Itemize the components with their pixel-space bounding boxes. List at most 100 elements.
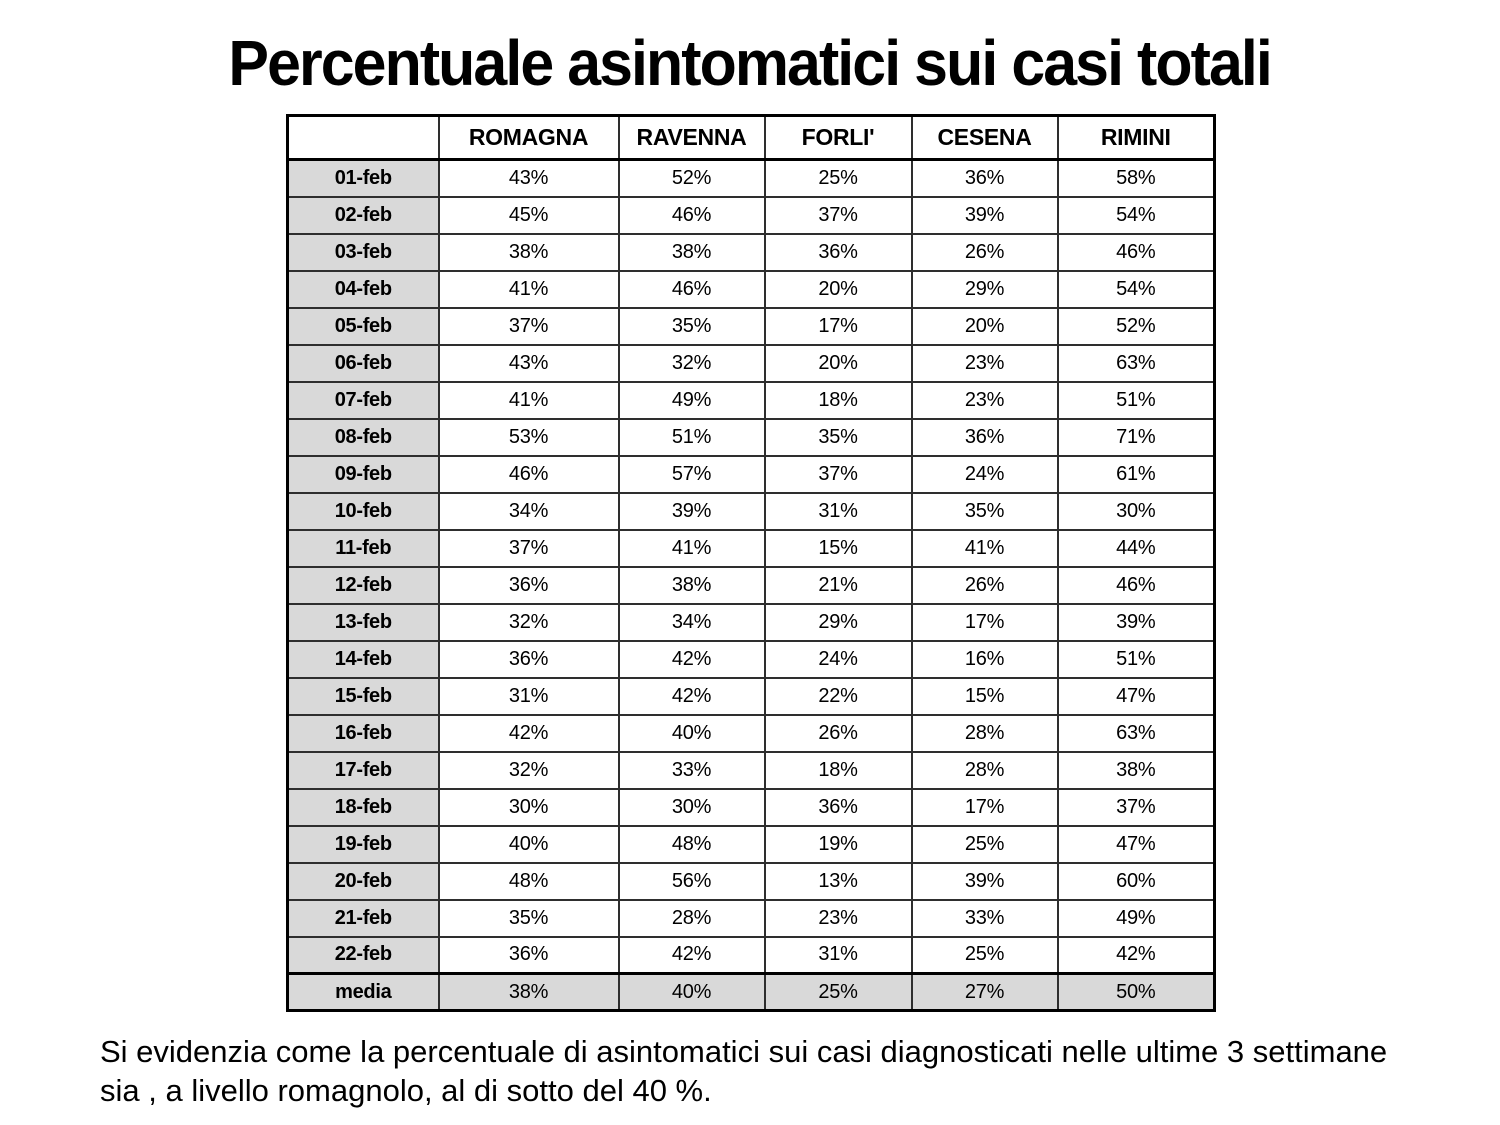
table-row: 14-feb 36% 42% 24% 16% 51% [286, 639, 1216, 679]
table-row: 21-feb 35% 28% 23% 33% 49% [286, 898, 1216, 938]
table-row: 03-feb 38% 38% 36% 26% 46% [286, 232, 1216, 272]
value-cell: 41% [437, 269, 620, 309]
value-cell: 39% [1056, 602, 1216, 642]
value-cell: 36% [910, 158, 1059, 198]
value-cell: 57% [617, 454, 766, 494]
table-header: ROMAGNA RAVENNA FORLI' CESENA RIMINI [286, 114, 1216, 161]
value-cell: 28% [617, 898, 766, 938]
value-cell: 51% [617, 417, 766, 457]
value-cell: 25% [763, 158, 913, 198]
row-label-cell: 03-feb [286, 232, 440, 272]
value-cell: 37% [763, 454, 913, 494]
value-cell: 17% [763, 306, 913, 346]
value-cell: 23% [763, 898, 913, 938]
value-cell: 46% [1056, 232, 1216, 272]
value-cell: 13% [763, 861, 913, 901]
table-row: 02-feb 45% 46% 37% 39% 54% [286, 195, 1216, 235]
table-row: 05-feb 37% 35% 17% 20% 52% [286, 306, 1216, 346]
row-label-cell: 20-feb [286, 861, 440, 901]
column-header: RIMINI [1056, 114, 1216, 161]
value-cell: 33% [617, 750, 766, 790]
value-cell: 28% [910, 713, 1059, 753]
table-row: 22-feb 36% 42% 31% 25% 42% [286, 935, 1216, 975]
value-cell: 43% [437, 158, 620, 198]
table-row: 12-feb 36% 38% 21% 26% 46% [286, 565, 1216, 605]
row-label-cell: 19-feb [286, 824, 440, 864]
row-label-cell: 07-feb [286, 380, 440, 420]
row-label-cell: 06-feb [286, 343, 440, 383]
row-label-cell: 22-feb [286, 935, 440, 975]
value-cell: 23% [910, 343, 1059, 383]
value-cell: 36% [437, 639, 620, 679]
value-cell: 38% [437, 232, 620, 272]
value-cell: 36% [763, 787, 913, 827]
value-cell: 24% [910, 454, 1059, 494]
value-cell: 34% [437, 491, 620, 531]
row-label-cell: 21-feb [286, 898, 440, 938]
value-cell: 26% [910, 232, 1059, 272]
value-cell: 32% [437, 602, 620, 642]
table-row: 19-feb 40% 48% 19% 25% 47% [286, 824, 1216, 864]
value-cell: 34% [617, 602, 766, 642]
table-row: 17-feb 32% 33% 18% 28% 38% [286, 750, 1216, 790]
value-cell: 45% [437, 195, 620, 235]
value-cell: 26% [763, 713, 913, 753]
value-cell: 41% [910, 528, 1059, 568]
value-cell: 46% [617, 269, 766, 309]
value-cell: 52% [617, 158, 766, 198]
value-cell: 46% [437, 454, 620, 494]
value-cell: 40% [617, 713, 766, 753]
value-cell: 46% [1056, 565, 1216, 605]
value-cell: 39% [617, 491, 766, 531]
value-cell: 51% [1056, 639, 1216, 679]
value-cell: 21% [763, 565, 913, 605]
value-cell: 54% [1056, 195, 1216, 235]
value-cell: 20% [763, 343, 913, 383]
value-cell: 53% [437, 417, 620, 457]
value-cell: 40% [617, 972, 766, 1012]
row-label-cell: 10-feb [286, 491, 440, 531]
table-header-row: ROMAGNA RAVENNA FORLI' CESENA RIMINI [286, 114, 1216, 161]
value-cell: 16% [910, 639, 1059, 679]
row-label-cell: 09-feb [286, 454, 440, 494]
value-cell: 32% [617, 343, 766, 383]
row-label-cell: 01-feb [286, 158, 440, 198]
value-cell: 41% [617, 528, 766, 568]
value-cell: 49% [617, 380, 766, 420]
value-cell: 17% [910, 602, 1059, 642]
value-cell: 19% [763, 824, 913, 864]
value-cell: 63% [1056, 343, 1216, 383]
value-cell: 18% [763, 750, 913, 790]
value-cell: 25% [910, 935, 1059, 975]
value-cell: 35% [910, 491, 1059, 531]
value-cell: 31% [763, 491, 913, 531]
column-header: CESENA [910, 114, 1059, 161]
row-label-cell: 16-feb [286, 713, 440, 753]
asymptomatic-percentage-table: ROMAGNA RAVENNA FORLI' CESENA RIMINI 01-feb 4… [286, 114, 1216, 1012]
value-cell: 38% [617, 232, 766, 272]
table-row: 09-feb 46% 57% 37% 24% 61% [286, 454, 1216, 494]
value-cell: 33% [910, 898, 1059, 938]
value-cell: 35% [763, 417, 913, 457]
table-body: 01-feb 43% 52% 25% 36% 58% 02-feb 45% 46% 37% 39% 5… [286, 158, 1216, 1012]
row-label-cell: 17-feb [286, 750, 440, 790]
table-row: 10-feb 34% 39% 31% 35% 30% [286, 491, 1216, 531]
value-cell: 60% [1056, 861, 1216, 901]
value-cell: 18% [763, 380, 913, 420]
value-cell: 36% [763, 232, 913, 272]
column-header: RAVENNA [617, 114, 766, 161]
value-cell: 46% [617, 195, 766, 235]
row-label-cell: 14-feb [286, 639, 440, 679]
value-cell: 38% [437, 972, 620, 1012]
value-cell: 23% [910, 380, 1059, 420]
table-row: 11-feb 37% 41% 15% 41% 44% [286, 528, 1216, 568]
value-cell: 15% [763, 528, 913, 568]
value-cell: 56% [617, 861, 766, 901]
row-label-cell: 04-feb [286, 269, 440, 309]
row-label-cell: 11-feb [286, 528, 440, 568]
value-cell: 48% [617, 824, 766, 864]
value-cell: 32% [437, 750, 620, 790]
value-cell: 38% [617, 565, 766, 605]
row-label-cell: 02-feb [286, 195, 440, 235]
